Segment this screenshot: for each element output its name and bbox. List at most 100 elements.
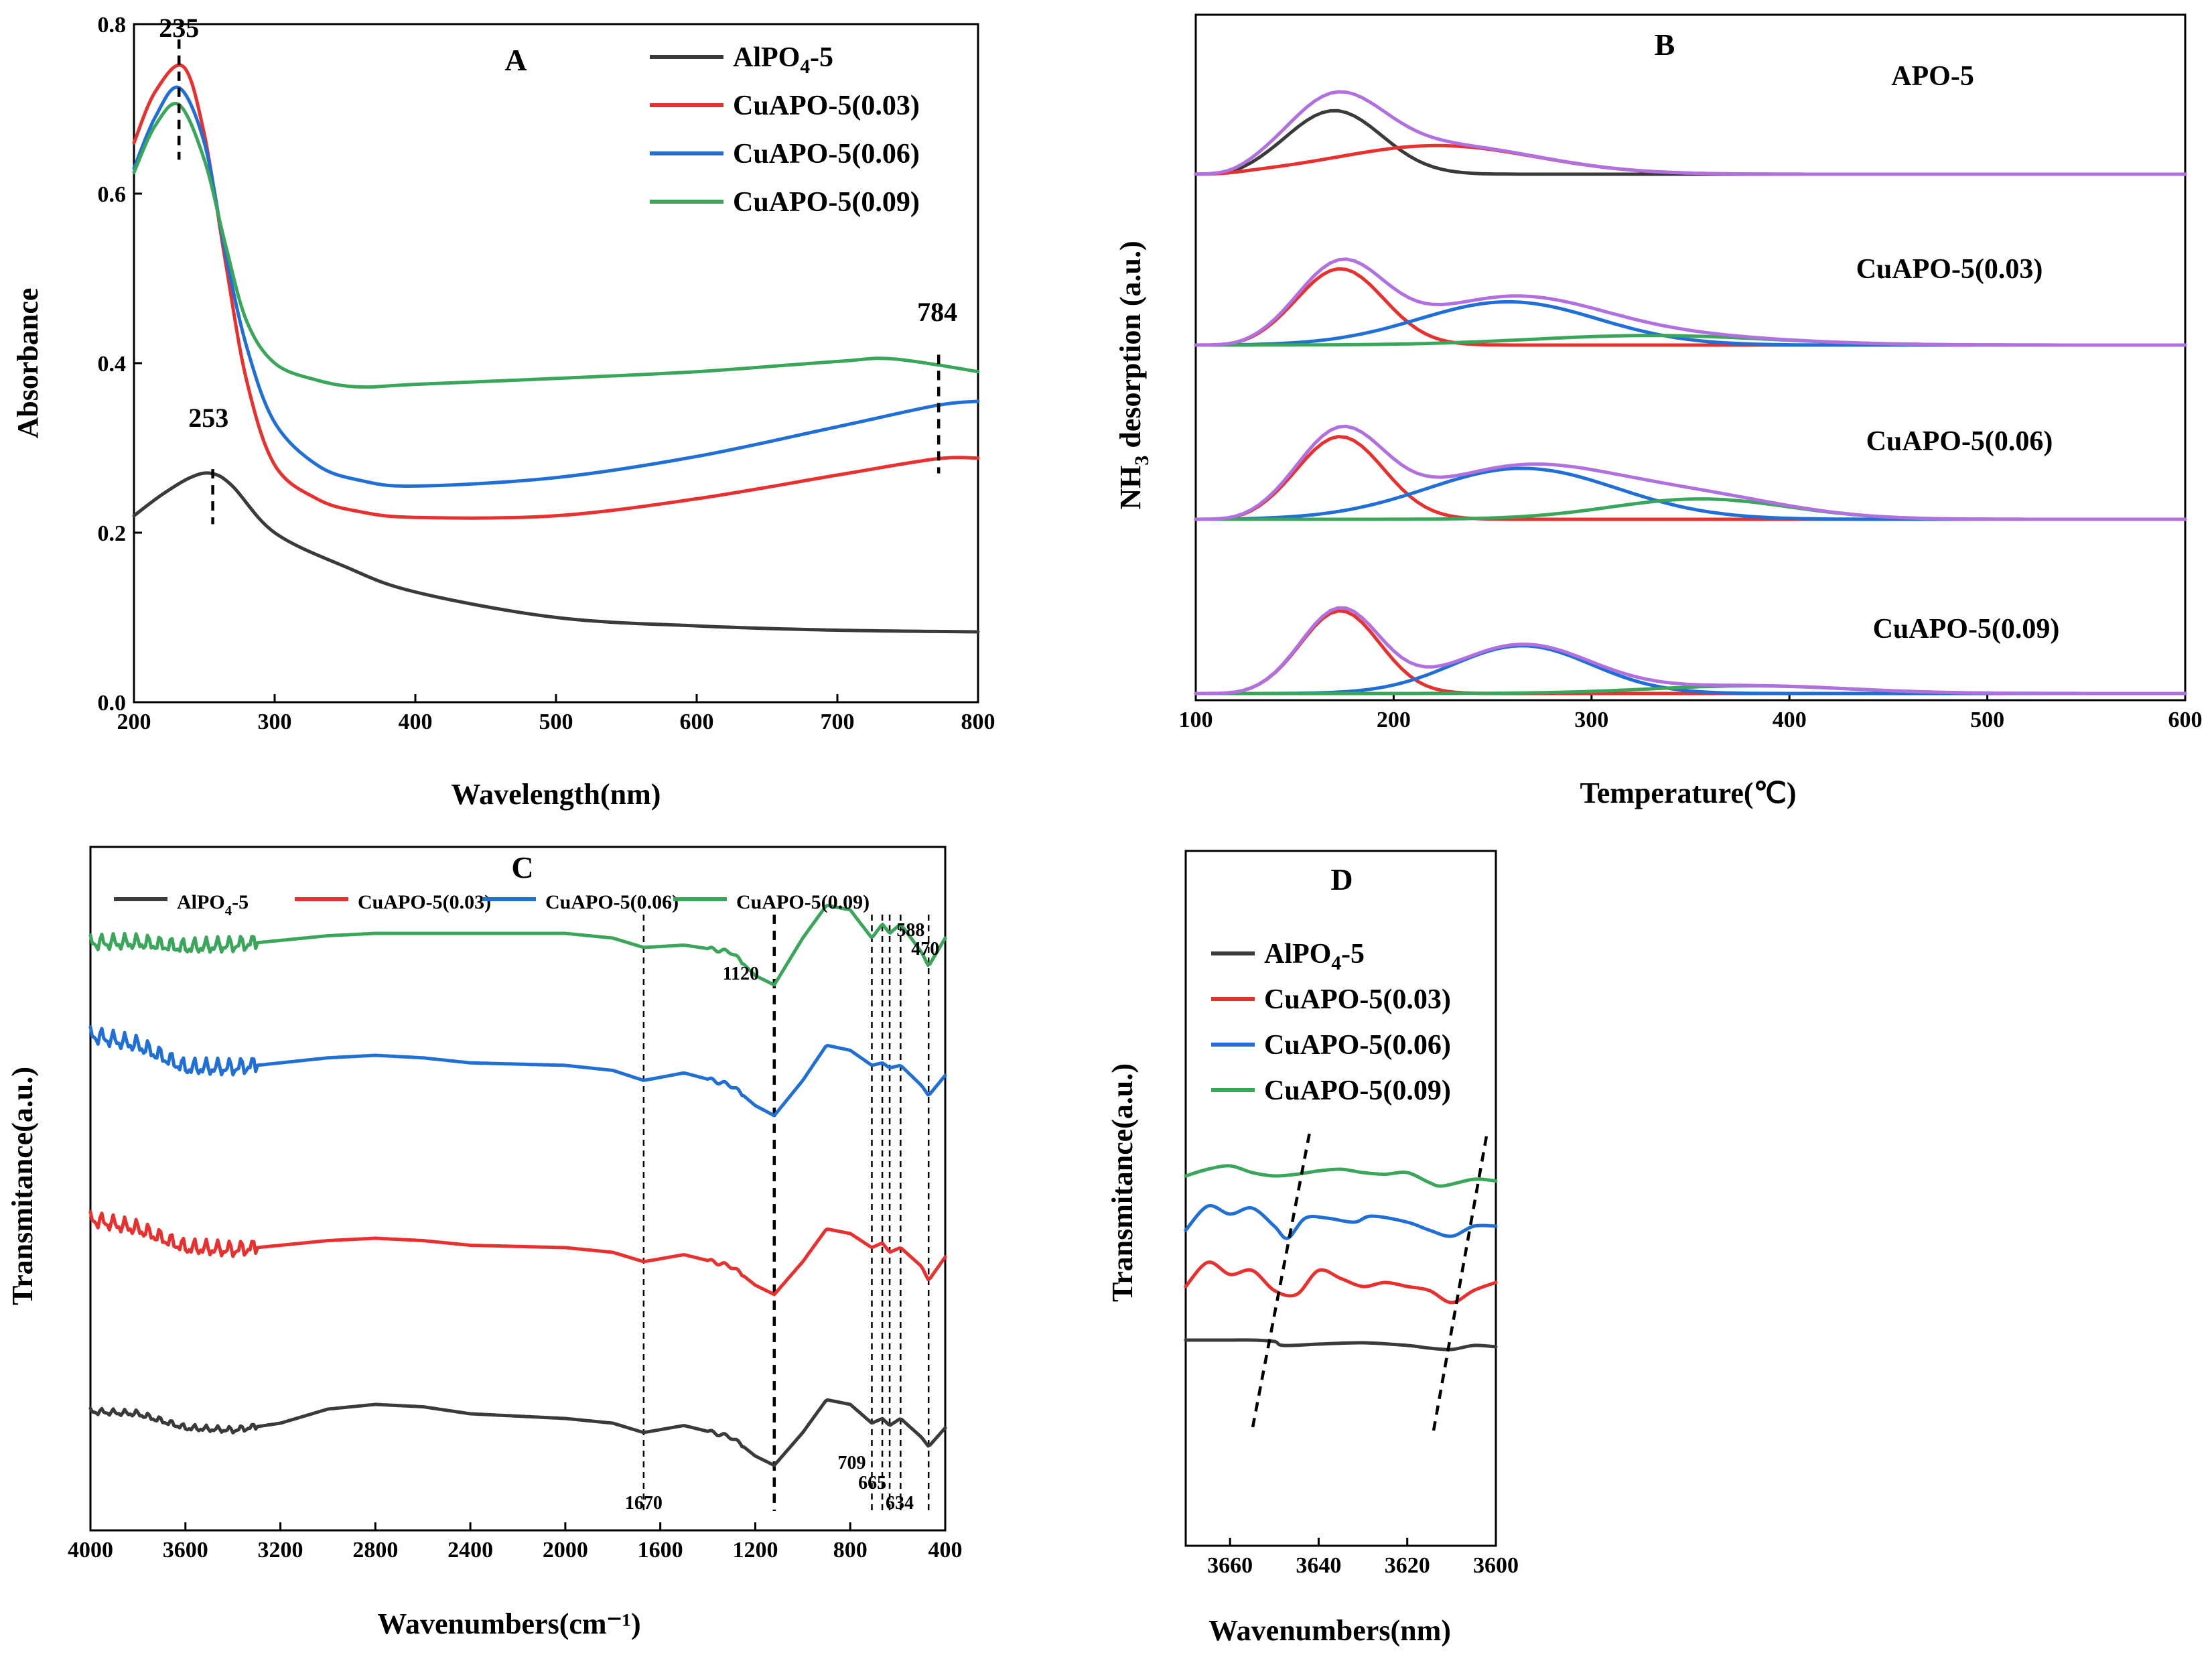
panel-b: B Temperature(℃) NH3 desorption (a.u.) 1… [1114,13,2203,809]
panel-c-annot-634: 634 [886,1493,914,1514]
panel-c-title: C [511,850,533,884]
panel-c-xtick-label: 1200 [732,1538,778,1563]
panel-d-curves [1184,1164,1498,1351]
panel-d-legend: AlPO4-5 CuAPO-5(0.03) CuAPO-5(0.06) CuAPO-5… [1211,939,1451,1106]
panel-b-stack-0-peak-0 [1194,109,2187,176]
panel-c-legend: AlPO4-5 CuAPO-5(0.03) CuAPO-5(0.06) CuAPO-5… [114,891,870,919]
panel-d-legend-0-label: AlPO4-5 [1264,939,1365,974]
panel-d-title: D [1330,862,1353,897]
panel-b-frame [1194,13,2187,702]
panel-b-xtick-label: 400 [1773,708,1807,732]
panel-b-stack-label-2: CuAPO-5(0.06) [1866,426,2053,457]
panel-b-stack-label-3: CuAPO-5(0.09) [1873,614,2060,645]
panel-d-series-1 [1184,1260,1498,1305]
panel-b-stack-3-envelope [1194,606,2187,696]
panel-d-ylabel: Transmitance(a.u.) [1106,1063,1139,1302]
panel-d-guide-left [1251,1132,1312,1428]
panel-b-ticks: 100 200 300 400 500 600 [1179,692,2203,732]
panel-a-xtick-label: 800 [961,710,995,734]
panel-a-xlabel: Wavelength(nm) [452,778,661,811]
panel-a-annotations: 235 253 784 [159,13,957,525]
panel-c-series-2 [88,1025,947,1118]
panel-b-stack-0-envelope [1194,90,2187,176]
panel-a-series-3 [132,101,980,389]
panel-c-frame [89,846,947,1532]
panel-c-legend-0-label-main: AlPO [177,891,225,913]
panel-c-legend-0-label-tail: -5 [232,891,249,913]
panel-c-xtick-label: 1600 [638,1538,683,1563]
panel-c-xtick-label: 400 [928,1538,963,1563]
panel-b-xtick-label: 300 [1574,708,1608,732]
panel-d-guide-right [1432,1132,1489,1431]
panel-b-xtick-label: 100 [1179,708,1213,732]
panel-b-ylabel-sub: 3 [1131,456,1153,466]
panel-d-legend-0-label-tail: -5 [1341,939,1365,970]
panel-a-annot-784: 784 [917,297,957,327]
panel-d-xtick-label: 3640 [1296,1553,1341,1578]
panel-d-legend-0-label-main: AlPO [1264,939,1331,970]
panel-c-series-1 [88,1210,947,1297]
panel-c-xtick-label: 2000 [543,1538,588,1563]
panel-b-stack-label-1: CuAPO-5(0.03) [1856,254,2043,285]
panel-b-stack-label-0: APO-5 [1891,61,1974,92]
panel-a-ytick-label: 0.0 [98,691,127,716]
panel-d-frame [1184,850,1497,1547]
panel-d-legend-2-label: CuAPO-5(0.06) [1264,1030,1451,1061]
panel-a-curves [132,63,980,634]
panel-a-frame [133,23,979,704]
panel-a-legend-3-label: CuAPO-5(0.09) [733,187,920,218]
panel-a-xtick-label: 300 [258,710,292,734]
panel-a-xtick-label: 700 [821,710,855,734]
panel-c-xtick-label: 3200 [258,1538,303,1563]
panel-b-ylabel-tail: desorption (a.u.) [1114,241,1147,455]
panel-b-xlabel: Temperature(℃) [1580,777,1796,809]
panel-a-legend: AlPO4-5 CuAPO-5(0.03) CuAPO-5(0.06) CuAPO-5… [650,42,920,218]
panel-c-xtick-label: 2800 [352,1538,398,1563]
panel-b-stack-0-peak-1 [1194,143,2187,176]
panel-c-curves [88,903,947,1467]
panel-a-ytick-label: 0.8 [98,13,127,38]
panel-a-xtick-label: 500 [539,710,573,734]
panel-c-series-3 [88,903,947,987]
panel-c-dashed-lines [642,915,930,1511]
panel-a-series-2 [132,85,980,488]
panel-d-xtick-label: 3660 [1207,1553,1253,1578]
panel-c: C Wavenumbers(cm⁻¹) Transmitance(a.u.) 4… [6,846,963,1640]
panel-d-xtick-label: 3620 [1385,1553,1430,1578]
panel-b-stack-1-envelope [1194,257,2187,347]
panel-c-xtick-label: 3600 [163,1538,208,1563]
panel-b-stack-2-envelope [1194,424,2187,521]
panel-b-ylabel-main: NH [1114,466,1147,510]
panel-d-series-0 [1184,1338,1498,1351]
panel-b-curves [1194,90,2187,696]
panel-b-title: B [1655,27,1675,62]
panel-c-annot-709: 709 [837,1453,866,1473]
panel-a-xtick-label: 400 [399,710,433,734]
panel-a-ytick-label: 0.2 [98,521,127,546]
panel-c-legend-0-label-sub: 4 [225,903,232,919]
panel-c-annot-1670: 1670 [625,1493,663,1514]
panel-a-legend-0-label: AlPO4-5 [733,42,833,78]
panel-a-legend-0-label-main: AlPO [733,42,800,73]
panel-c-xlabel: Wavenumbers(cm⁻¹) [377,1607,640,1640]
panel-b-xtick-label: 200 [1377,708,1411,732]
panel-a-annot-253: 253 [188,403,228,433]
panel-a-ticks: 200 300 400 500 600 700 800 0.0 0.2 0.4 0.6 0.8 [98,13,995,734]
panel-c-ticks: 4000 3600 3200 2800 2400 2000 1600 1200 800 400 [68,1522,963,1563]
panel-b-ylabel: NH3 desorption (a.u.) [1114,241,1153,509]
panel-a-series-0 [132,471,980,634]
panel-d-xtick-label: 3600 [1473,1553,1519,1578]
panel-a-series-1 [132,63,980,520]
panel-c-legend-0-label: AlPO4-5 [177,891,249,919]
panel-d: D Wavenumbers(nm) Transmitance(a.u.) 366… [1106,850,1519,1647]
panel-c-annot-665: 665 [858,1473,886,1494]
panel-a: A Wavelength(nm) Absorbance 200 300 400 500… [11,13,995,811]
panel-b-xtick-label: 500 [1970,708,2004,732]
panel-b-stack-1-peak-1 [1194,300,2187,347]
panel-c-legend-3-label: CuAPO-5(0.09) [736,891,870,913]
panel-b-xtick-label: 600 [2168,708,2203,732]
panel-d-series-2 [1184,1203,1498,1240]
panel-a-legend-0-label-sub: 4 [800,56,810,78]
panel-d-legend-3-label: CuAPO-5(0.09) [1264,1075,1451,1106]
